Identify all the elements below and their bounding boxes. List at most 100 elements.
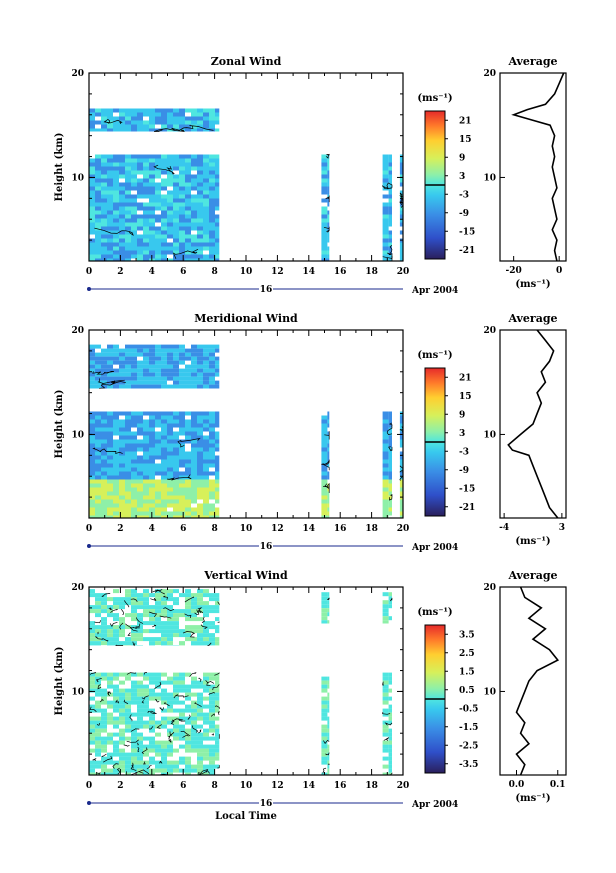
heatmap-cell bbox=[215, 641, 220, 646]
heatmap-cell bbox=[95, 637, 101, 642]
heatmap-cell bbox=[215, 154, 220, 159]
heatmap-cell bbox=[167, 250, 173, 255]
heatmap-cell bbox=[191, 234, 197, 239]
heatmap-cell bbox=[119, 700, 125, 705]
heatmap-cell bbox=[137, 158, 143, 163]
heatmap-cell bbox=[382, 455, 389, 460]
heatmap-cell bbox=[161, 455, 167, 460]
heatmap-cell bbox=[209, 166, 215, 171]
heatmap-cell bbox=[113, 218, 119, 223]
heatmap-cell bbox=[137, 112, 143, 117]
panel-title: Meridional Wind bbox=[194, 312, 298, 325]
heatmap-cell bbox=[149, 352, 155, 357]
heatmap-cell bbox=[173, 246, 179, 251]
heatmap-cell bbox=[197, 439, 203, 444]
heatmap-cell bbox=[209, 222, 215, 227]
heatmap-cell bbox=[179, 487, 185, 492]
heatmap-cell bbox=[131, 174, 137, 179]
heatmap-cell bbox=[173, 356, 179, 361]
heatmap-cell bbox=[149, 467, 155, 472]
heatmap-cell bbox=[209, 380, 215, 385]
heatmap-cell bbox=[161, 471, 167, 476]
heatmap-cell bbox=[173, 708, 179, 713]
heatmap-cell bbox=[173, 368, 179, 373]
heatmap-cell bbox=[89, 487, 95, 492]
heatmap-cell bbox=[155, 348, 161, 353]
heatmap-cell bbox=[179, 736, 185, 741]
heatmap-cell bbox=[101, 439, 107, 444]
contour-line bbox=[388, 494, 393, 501]
heatmap-cell bbox=[89, 633, 95, 638]
contour-line bbox=[154, 685, 160, 690]
heatmap-cell bbox=[215, 431, 220, 436]
x-tick-label: 4 bbox=[149, 524, 155, 534]
heatmap-cell bbox=[125, 764, 131, 769]
heatmap-cell bbox=[131, 435, 137, 440]
heatmap-cell bbox=[167, 491, 173, 496]
heatmap-cell bbox=[203, 629, 209, 634]
heatmap-cell bbox=[215, 455, 220, 460]
heatmap-cell bbox=[155, 226, 161, 231]
heatmap-cell bbox=[197, 206, 203, 211]
heatmap-cell bbox=[191, 724, 197, 729]
heatmap-cell bbox=[149, 158, 155, 163]
heatmap-cell bbox=[101, 230, 107, 235]
contour-line bbox=[325, 153, 330, 159]
heatmap-cell bbox=[215, 108, 220, 113]
heatmap-cell bbox=[197, 503, 203, 508]
date-axis-start bbox=[87, 801, 91, 805]
colorbar-unit: (ms⁻¹) bbox=[417, 350, 452, 361]
heatmap-cell bbox=[137, 467, 143, 472]
heatmap-cell bbox=[125, 499, 131, 504]
heatmap-cell bbox=[131, 756, 137, 761]
heatmap-cell bbox=[203, 752, 209, 757]
heatmap-cell bbox=[203, 471, 209, 476]
heatmap-cell bbox=[179, 206, 185, 211]
heatmap-cell bbox=[173, 238, 179, 243]
heatmap-cell bbox=[89, 720, 95, 725]
heatmap-cell bbox=[388, 411, 392, 416]
heatmap-cell bbox=[179, 479, 185, 484]
heatmap-cell bbox=[167, 344, 173, 349]
heatmap-cell bbox=[399, 439, 403, 444]
heatmap-cell bbox=[101, 740, 107, 745]
heatmap-cell bbox=[209, 120, 215, 125]
heatmap-cell bbox=[185, 218, 191, 223]
heatmap-cell bbox=[321, 495, 328, 500]
heatmap-cell bbox=[119, 756, 125, 761]
heatmap-cell bbox=[143, 443, 149, 448]
heatmap-cell bbox=[167, 499, 173, 504]
heatmap-cell bbox=[382, 218, 389, 223]
heatmap-cell bbox=[185, 756, 191, 761]
heatmap-cell bbox=[185, 688, 191, 693]
heatmap-cell bbox=[119, 752, 125, 757]
heatmap-cell bbox=[203, 202, 209, 207]
heatmap-cell bbox=[101, 246, 107, 251]
heatmap-cell bbox=[161, 629, 167, 634]
heatmap-cell bbox=[197, 435, 203, 440]
heatmap-cell bbox=[137, 672, 143, 677]
heatmap-cell bbox=[203, 372, 209, 377]
heatmap-cell bbox=[203, 162, 209, 167]
heatmap-cell bbox=[89, 352, 95, 357]
heatmap-cell bbox=[95, 230, 101, 235]
contour-line bbox=[102, 637, 109, 642]
heatmap-cell bbox=[185, 384, 191, 389]
heatmap-cell bbox=[95, 633, 101, 638]
heatmap-cell bbox=[173, 419, 179, 424]
heatmap-cell bbox=[143, 724, 149, 729]
contour-line bbox=[97, 631, 99, 635]
heatmap-cell bbox=[89, 637, 95, 642]
heatmap-cell bbox=[321, 234, 328, 239]
heatmap-cell bbox=[179, 459, 185, 464]
heatmap-cell bbox=[137, 748, 143, 753]
contour-line bbox=[131, 762, 134, 766]
contour-line bbox=[173, 694, 179, 699]
heatmap-cell bbox=[209, 756, 215, 761]
heatmap-cell bbox=[203, 356, 209, 361]
heatmap-cell bbox=[107, 435, 113, 440]
heatmap-cell bbox=[131, 170, 137, 175]
heatmap-cell bbox=[149, 120, 155, 125]
heatmap-cell bbox=[131, 467, 137, 472]
heatmap-cell bbox=[209, 609, 215, 614]
